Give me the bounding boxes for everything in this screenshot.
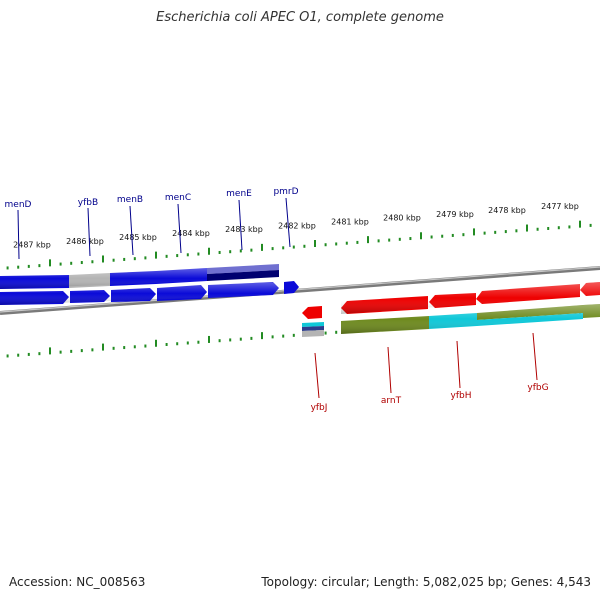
shade xyxy=(0,268,207,289)
shade xyxy=(341,304,600,334)
gene-bar-menE-dark xyxy=(207,270,279,281)
scale-label: 2482 kbp xyxy=(278,221,316,230)
scale-label: 2479 kbp xyxy=(436,210,474,219)
leader-menC xyxy=(177,203,182,254)
cds-bar-yfbJ-a[interactable] xyxy=(302,322,324,327)
outer-scale-ticks xyxy=(6,220,592,270)
leader-menE xyxy=(238,199,243,251)
map-title: Escherichia coli APEC O1, complete genom… xyxy=(156,10,444,25)
gene-label-menD: menD xyxy=(5,200,32,210)
gene-label-arnT: arnT xyxy=(381,396,402,406)
scale-label: 2484 kbp xyxy=(172,229,210,238)
genome-summary-text: Topology: circular; Length: 5,082,025 bp… xyxy=(261,575,591,589)
leader-yfbH xyxy=(456,340,461,389)
leader-yfbJ xyxy=(314,352,320,399)
forward-strand-row-2 xyxy=(0,281,299,305)
gene-arrow-pmrD[interactable] xyxy=(284,281,299,294)
gene-label-pmrD: pmrD xyxy=(273,187,298,197)
scale-label: 2483 kbp xyxy=(225,225,263,234)
cds-bar-yfbJ-b[interactable] xyxy=(302,326,324,331)
leader-menB xyxy=(129,205,134,256)
scale-label: 2481 kbp xyxy=(331,217,369,226)
accession-text: Accession: NC_008563 xyxy=(9,575,146,589)
scale-label: 2486 kbp xyxy=(66,237,104,246)
gene-label-yfbH: yfbH xyxy=(451,391,472,401)
scale-label: 2487 kbp xyxy=(13,241,51,250)
label-leaders xyxy=(17,197,538,399)
gene-label-yfbG: yfbG xyxy=(527,383,548,393)
gene-label-menC: menC xyxy=(165,193,191,203)
scale-label: 2478 kbp xyxy=(488,206,526,215)
gene-label-menB: menB xyxy=(117,195,143,205)
gene-label-yfbJ: yfbJ xyxy=(311,403,328,413)
reverse-strand-row-2 xyxy=(302,304,600,337)
shade xyxy=(0,282,279,305)
leader-menD xyxy=(17,209,20,260)
gene-label-yfbB: yfbB xyxy=(78,198,98,208)
reverse-strand-row-1 xyxy=(302,282,600,319)
gene-label-menE: menE xyxy=(226,189,252,199)
scale-label: 2480 kbp xyxy=(383,214,421,223)
gene-arrow-yfbJ[interactable] xyxy=(302,306,322,319)
shade xyxy=(341,282,600,314)
genome-backbone-highlight xyxy=(0,266,600,313)
leader-yfbG xyxy=(532,332,538,381)
cds-bar-yfbJ-c[interactable] xyxy=(302,330,324,337)
scale-label: 2485 kbp xyxy=(119,233,157,242)
scale-label: 2477 kbp xyxy=(541,202,579,211)
gene-bar-menE[interactable] xyxy=(207,264,279,274)
scale-labels: 2487 kbp 2486 kbp 2485 kbp 2484 kbp 2483 kbp… xyxy=(13,202,579,250)
leader-arnT xyxy=(387,346,392,394)
gene-labels: menD yfbB menB menC menE pmrD yfbJ arnT … xyxy=(5,187,549,413)
forward-strand-row-1 xyxy=(0,264,279,289)
genome-backbone xyxy=(0,266,600,315)
leader-pmrD xyxy=(285,197,291,248)
leader-yfbB xyxy=(87,207,91,257)
